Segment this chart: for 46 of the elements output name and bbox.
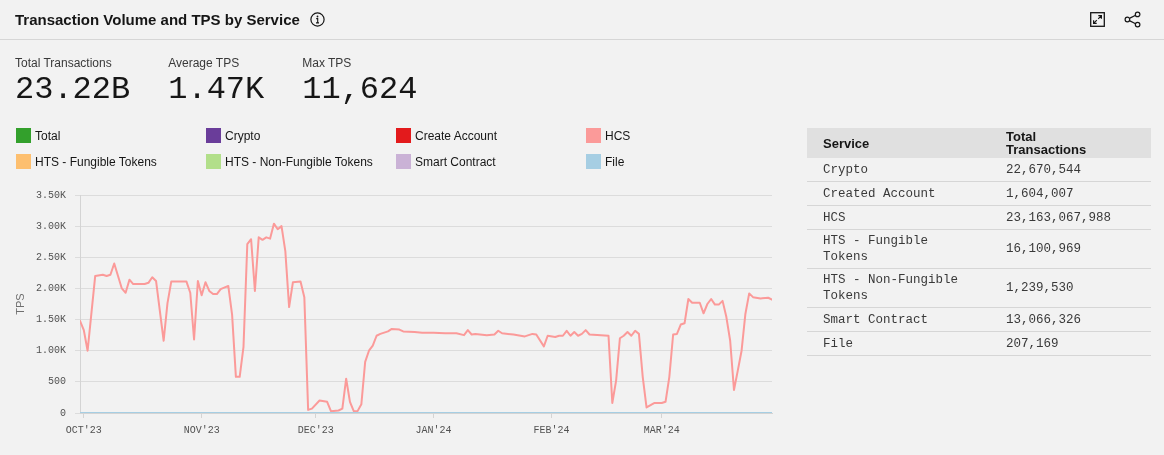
legend-label: Total <box>35 128 61 143</box>
legend-label: Create Account <box>415 128 498 143</box>
legend-label: Smart Contract <box>415 154 496 169</box>
y-tick-label: 1.00K <box>35 345 66 357</box>
text: 23,163,067,988 <box>1006 210 1112 225</box>
legend-label: HCS <box>605 128 631 143</box>
text: 23.22B <box>15 71 131 108</box>
y-tick-label: 3.00K <box>35 220 66 232</box>
x-tick-label: MAR'24 <box>643 424 680 436</box>
text: 1.47K <box>168 71 265 108</box>
text: Service <box>823 135 870 151</box>
x-tick-label: FEB'24 <box>533 424 570 436</box>
text: 1,604,007 <box>1006 186 1074 201</box>
x-tick-label: NOV'23 <box>183 424 220 436</box>
text: 16,100,969 <box>1006 242 1082 256</box>
legend-label: Crypto <box>225 128 261 143</box>
category-label: Crypto <box>823 162 869 177</box>
legend-label: File <box>605 154 625 169</box>
category-label: HTS - Non-Fungible Tokens <box>823 273 959 303</box>
legend-label: HTS - Non-Fungible Tokens <box>225 154 373 169</box>
y-tick-label: 2.50K <box>35 251 66 263</box>
y-tick-label: 2.00K <box>35 283 66 295</box>
x-tick-label: OCT'23 <box>65 424 102 436</box>
category-label: Total Transactions <box>15 56 112 70</box>
text: 207,169 <box>1006 336 1059 351</box>
y-tick-label: 500 <box>47 376 66 388</box>
category-label: File <box>823 336 854 351</box>
text: 11,624 <box>302 71 418 108</box>
text: Transaction Volume and TPS by Service <box>15 11 300 28</box>
x-tick-label: JAN'24 <box>415 424 452 436</box>
text: 22,670,544 <box>1006 162 1082 177</box>
text: 1,239,530 <box>1006 281 1074 295</box>
y-tick-label: 0 <box>59 407 66 419</box>
y-axis-title: TPS <box>13 293 26 315</box>
category-label: HTS - Fungible Tokens <box>823 234 929 264</box>
text: 13,066,326 <box>1006 312 1082 327</box>
y-tick-label: 1.50K <box>35 314 66 326</box>
category-label: Smart Contract <box>823 312 929 327</box>
legend-label: HTS - Fungible Tokens <box>35 154 157 169</box>
category-label: Average TPS <box>168 56 240 70</box>
text: Total Transactions <box>1006 129 1087 157</box>
category-label: HCS <box>823 210 846 225</box>
y-tick-label: 3.50K <box>35 189 66 201</box>
category-label: Created Account <box>823 186 936 201</box>
x-tick-label: DEC'23 <box>297 424 334 436</box>
category-label: Max TPS <box>302 56 352 70</box>
